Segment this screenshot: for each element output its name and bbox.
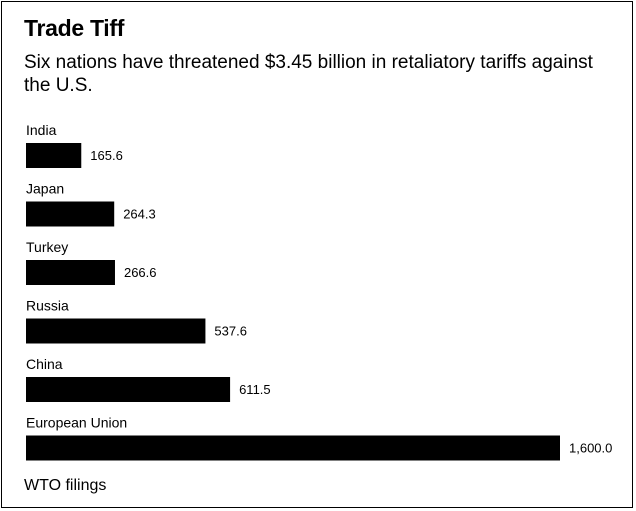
chart-subtitle: Six nations have threatened $3.45 billio… xyxy=(24,52,593,96)
category-label-china: China xyxy=(26,356,63,372)
bar-india xyxy=(26,143,82,168)
category-label-turkey: Turkey xyxy=(26,239,68,255)
chart-title: Trade Tiff xyxy=(24,15,125,41)
source-note: WTO filings xyxy=(24,477,107,494)
value-label-japan: 264.3 xyxy=(123,207,156,222)
bar-european-union xyxy=(26,435,560,461)
value-label-india: 165.6 xyxy=(90,148,123,163)
category-label-russia: Russia xyxy=(26,298,69,314)
bar-japan xyxy=(26,201,115,227)
value-label-russia: 537.6 xyxy=(214,324,247,339)
value-label-european-union: 1,600.0 xyxy=(569,441,612,456)
bar-chart: India 165.6 Japan 264.3 Turkey 266.6 Russia 537… xyxy=(26,122,612,461)
bar-china xyxy=(26,377,231,402)
value-label-china: 611.5 xyxy=(239,382,271,397)
bar-turkey xyxy=(26,260,115,285)
category-label-india: India xyxy=(26,122,57,138)
value-label-turkey: 266.6 xyxy=(124,265,157,280)
category-label-japan: Japan xyxy=(26,181,64,197)
category-label-european-union: European Union xyxy=(26,415,127,431)
bar-russia xyxy=(26,318,206,344)
